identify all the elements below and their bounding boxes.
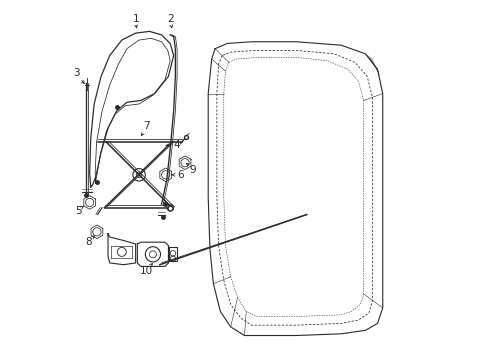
- Text: 9: 9: [189, 165, 196, 175]
- Text: 8: 8: [85, 237, 92, 247]
- Text: 10: 10: [139, 266, 152, 275]
- Text: 6: 6: [177, 170, 183, 180]
- Text: 3: 3: [73, 68, 80, 78]
- Text: 7: 7: [142, 121, 149, 131]
- Text: 5: 5: [75, 206, 82, 216]
- Text: 1: 1: [132, 14, 139, 24]
- Text: 4: 4: [173, 140, 180, 150]
- Text: 2: 2: [166, 14, 173, 24]
